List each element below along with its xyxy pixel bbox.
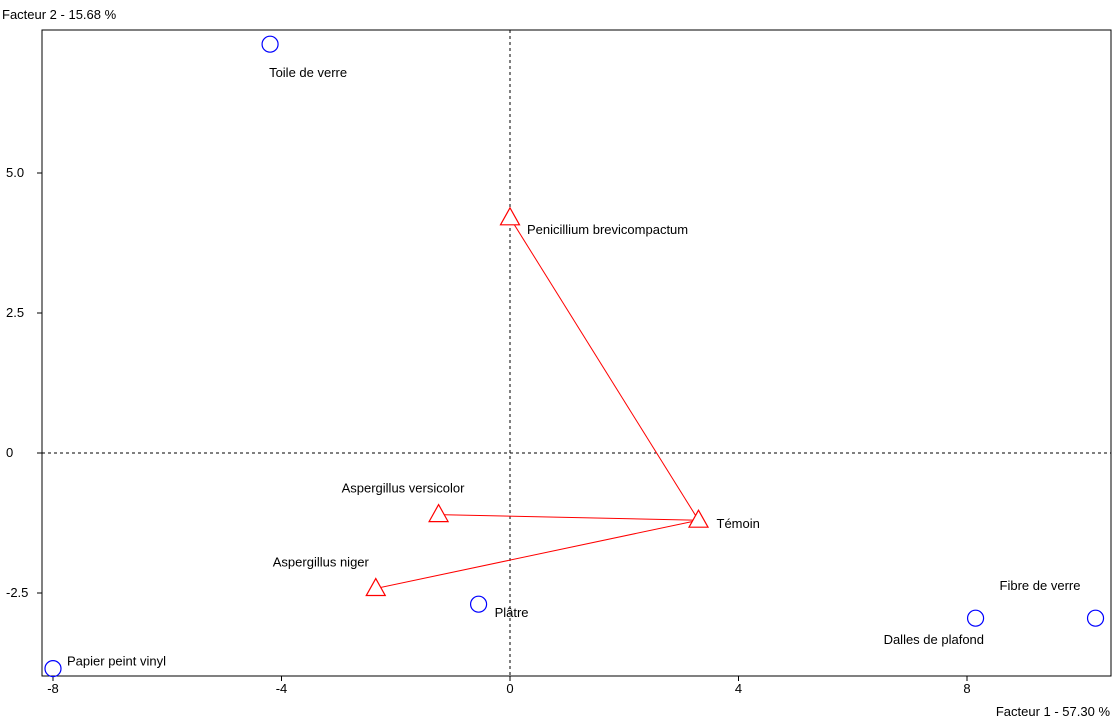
- circle-marker: [469, 595, 488, 613]
- y-tick-label: 5.0: [6, 165, 24, 180]
- point-label: Aspergillus versicolor: [342, 481, 465, 496]
- triangle-marker: [687, 508, 710, 528]
- circle-marker: [261, 35, 279, 53]
- y-tick-label: 2.5: [6, 305, 24, 320]
- connection-line: [438, 514, 699, 521]
- x-tick-label: -8: [47, 681, 59, 696]
- origin-lines: [42, 30, 1111, 676]
- triangle-marker: [499, 206, 521, 226]
- point-label: Fibre de verre: [1000, 578, 1081, 593]
- connection-line: [509, 217, 699, 521]
- point-label: Toile de verre: [269, 65, 347, 80]
- x-tick-label: 0: [506, 681, 513, 696]
- x-axis-ticks: -8 -4 0 4 8: [47, 676, 971, 696]
- point-label: Plâtre: [495, 605, 529, 620]
- point-labels: Toile de verre Plâtre Papier peint vinyl Da…: [67, 65, 1080, 668]
- x-tick-label: 8: [963, 681, 970, 696]
- x-tick-label: -4: [276, 681, 288, 696]
- point-label: Dalles de plafond: [884, 632, 984, 647]
- circle-marker: [1086, 609, 1105, 627]
- point-label: Penicillium brevicompactum: [527, 222, 688, 237]
- x-tick-label: 4: [735, 681, 742, 696]
- triangle-marker: [428, 503, 450, 523]
- circle-marker: [44, 659, 62, 678]
- connection-line: [375, 519, 699, 590]
- point-label: Témoin: [717, 516, 760, 531]
- connection-lines: [375, 217, 699, 590]
- circle-marker: [966, 609, 985, 627]
- y-axis-ticks: -2.5 0 2.5 5.0: [6, 165, 42, 600]
- y-tick-label: -2.5: [6, 585, 28, 600]
- y-axis-title: Facteur 2 - 15.68 %: [2, 7, 117, 22]
- triangle-marker: [365, 577, 387, 597]
- point-label: Papier peint vinyl: [67, 654, 166, 669]
- plot-frame: [41, 29, 1112, 677]
- y-tick-label: 0: [6, 445, 13, 460]
- point-label: Aspergillus niger: [273, 555, 370, 570]
- point-markers: [44, 35, 1105, 678]
- x-axis-title: Facteur 1 - 57.30 %: [996, 704, 1111, 719]
